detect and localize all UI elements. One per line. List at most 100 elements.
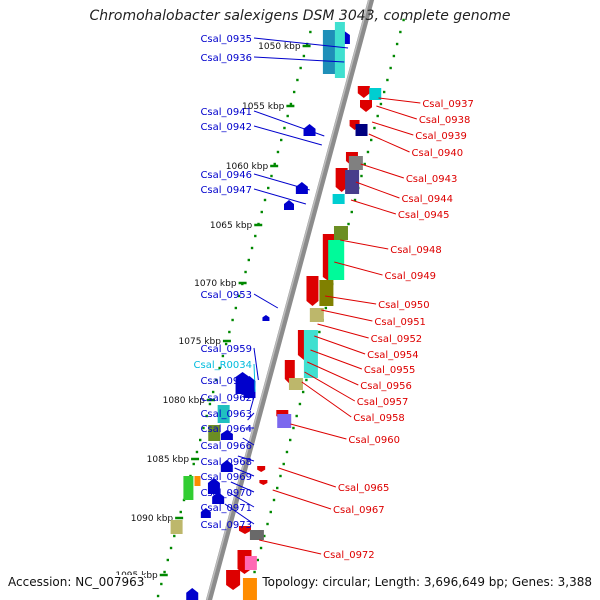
- scale-dot: [286, 114, 289, 118]
- gene-domain: [244, 556, 257, 570]
- track-dot: [402, 18, 405, 22]
- gene-label-left: Csal_0936: [200, 53, 252, 64]
- gene-arrow: [259, 480, 268, 485]
- gene-label-right: Csal_0951: [374, 317, 426, 328]
- gene-leader-line: [249, 396, 255, 411]
- gene-label-left: Csal_0973: [200, 520, 252, 531]
- track-dot: [373, 126, 376, 130]
- gene-leader-line: [253, 125, 322, 146]
- gene-label-right: Csal_0943: [406, 174, 458, 185]
- gene-leader-line: [253, 293, 279, 309]
- gene-label-left: Csal_0962: [200, 393, 252, 404]
- gene-domain: [303, 330, 318, 378]
- gene-domain: [183, 476, 194, 500]
- gene-leader-line: [253, 173, 310, 191]
- gene-label-right: Csal_0954: [367, 350, 419, 361]
- gene-domain: [328, 240, 345, 280]
- label-leaders: [224, 37, 421, 555]
- track-dot: [395, 42, 399, 46]
- scale-dot: [283, 126, 286, 130]
- gene-leader-line: [252, 379, 255, 401]
- track-dot: [266, 522, 269, 526]
- scale-dot: [299, 66, 302, 70]
- gene-label-right: Csal_0949: [385, 271, 437, 282]
- scale-dot: [250, 246, 254, 250]
- gene-domain: [355, 124, 368, 136]
- gene-leader-line: [376, 105, 417, 120]
- gene-domain: [369, 88, 382, 100]
- gene-leader-line: [355, 181, 400, 199]
- gene-domain: [334, 22, 345, 78]
- scale-dot: [208, 402, 212, 406]
- gene-label-left: Csal_0946: [200, 170, 252, 181]
- gene-label-left: Csal_0942: [200, 122, 252, 133]
- gene-leader-line: [314, 335, 366, 355]
- gene-domain: [322, 30, 337, 74]
- track-dot: [386, 78, 389, 82]
- track-dot: [392, 54, 396, 58]
- gene-leader-line: [360, 163, 404, 179]
- track-dot: [256, 558, 259, 562]
- gene-arrow: [238, 526, 251, 534]
- gene-label-left: Csal_0935: [200, 34, 252, 45]
- scale-dot: [228, 330, 231, 334]
- track-dot: [370, 138, 373, 142]
- track-dot: [389, 66, 392, 70]
- gene-label-right: Csal_0939: [415, 131, 467, 142]
- scale-dot: [169, 546, 173, 550]
- gene-leader-line: [272, 489, 332, 510]
- gene-leader-line: [259, 539, 322, 555]
- track-dot: [318, 330, 321, 334]
- track-dot: [350, 210, 353, 214]
- scale-tick-label: 1050 kbp: [258, 42, 301, 52]
- track-dot: [253, 570, 256, 574]
- track-dot: [292, 426, 295, 430]
- scale-dot: [231, 318, 234, 322]
- gene-label-left: Csal_0966: [200, 441, 252, 452]
- gene-label-right: Csal_0955: [364, 365, 416, 376]
- gene-label-left: Csal_0961: [200, 376, 252, 387]
- scale-dot: [215, 378, 218, 382]
- gene-leader-line: [234, 467, 255, 477]
- gene-leader-line: [247, 412, 255, 421]
- track-dot: [289, 438, 292, 442]
- gene-arrow: [257, 466, 266, 472]
- gene-label-right: Csal_0957: [357, 397, 409, 408]
- scale-dot: [221, 354, 225, 358]
- scale-dot: [163, 570, 166, 574]
- gene-leader-line: [304, 371, 356, 402]
- track-dot: [269, 510, 272, 514]
- gene-domain: [332, 194, 345, 204]
- scale-dot: [160, 582, 163, 586]
- gene-features: [170, 22, 382, 600]
- gene-label-right: Csal_0972: [323, 550, 375, 561]
- gene-arrow: [226, 570, 241, 590]
- scale-tick-label: 1055 kbp: [242, 102, 285, 112]
- gene-label-right: Csal_0945: [398, 210, 450, 221]
- track-dot: [285, 450, 289, 454]
- gene-leader-line: [307, 361, 359, 386]
- gene-leader-line: [253, 110, 325, 137]
- scale-tick-label: 1065 kbp: [210, 221, 253, 231]
- scale-tick-label: 1085 kbp: [147, 455, 190, 465]
- scale-dot: [276, 150, 280, 154]
- gene-leader-line: [230, 481, 255, 493]
- gene-label-left: Csal_0969: [200, 472, 252, 483]
- gene-leader-line: [321, 309, 373, 322]
- scale-dot: [211, 390, 215, 394]
- scale-dot: [263, 198, 267, 202]
- track-dot: [376, 114, 379, 118]
- scale-dot: [179, 510, 182, 514]
- track-dot: [353, 198, 357, 202]
- gene-label-right: Csal_0967: [333, 505, 385, 516]
- scale-dot: [260, 210, 263, 214]
- backbone-line: [205, 0, 375, 600]
- gene-label-left: Csal_0971: [200, 503, 252, 514]
- track-dot: [360, 174, 363, 178]
- gene-arrow: [335, 168, 348, 192]
- track-dot: [295, 414, 298, 418]
- gene-leader-line: [253, 56, 345, 63]
- gene-label-left: Csal_0964: [200, 424, 252, 435]
